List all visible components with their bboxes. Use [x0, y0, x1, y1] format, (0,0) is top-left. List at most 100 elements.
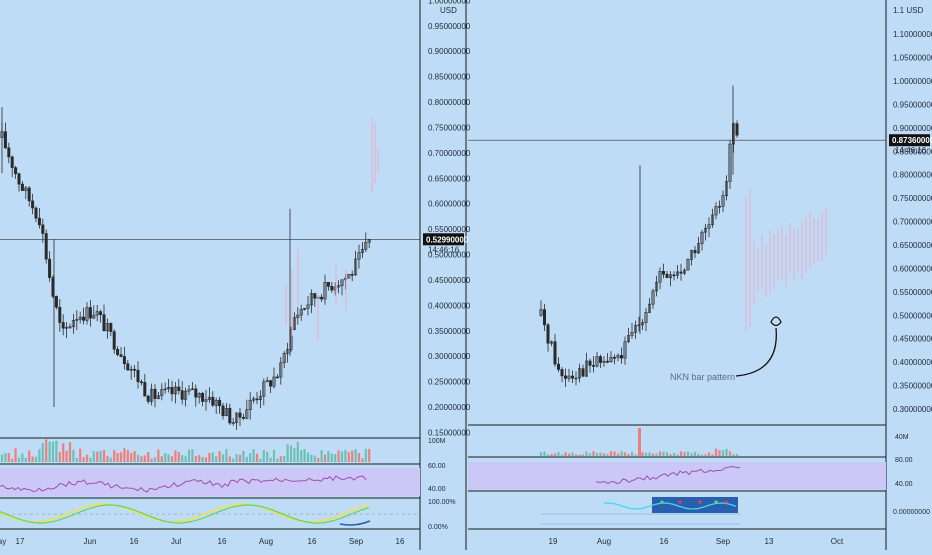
left-volume-bar — [89, 457, 92, 462]
left-candle-body — [99, 311, 103, 315]
left-candle-body — [320, 296, 324, 300]
right-y-tick-label: 0.85000000 — [893, 147, 932, 156]
right-volume-bar — [651, 453, 655, 456]
right-volume-bar — [641, 451, 644, 456]
left-candle-body — [170, 387, 174, 395]
right-candle-body — [584, 360, 588, 377]
right-x-tick-label: Oct — [831, 537, 844, 546]
right-candle-body — [707, 224, 711, 229]
right-volume-bar — [714, 448, 718, 456]
left-rsi-line — [0, 475, 367, 493]
right-x-tick-label: Sep — [716, 537, 731, 546]
right-volume-bar — [588, 453, 592, 456]
left-candle-body — [214, 399, 218, 406]
right-y-tick-label: 0.95000000 — [893, 100, 932, 109]
left-volume-bar — [143, 455, 146, 462]
left-volume-bar — [48, 441, 51, 462]
left-candle-body — [211, 396, 215, 406]
left-candle-body — [275, 376, 279, 379]
right-candle-body — [644, 312, 648, 323]
left-candle-body — [248, 399, 252, 410]
right-candle-body — [581, 368, 585, 377]
right-x-tick-label: 19 — [549, 537, 558, 546]
left-volume-bar — [330, 453, 333, 462]
left-y-tick-label: 0.95000000 — [428, 22, 471, 31]
left-candle-body — [3, 131, 7, 149]
left-x-tick-label: ay — [0, 537, 6, 546]
left-y-tick-label: 0.55000000 — [428, 225, 471, 234]
right-rsi-level-label: 80.00 — [895, 457, 913, 464]
left-volume-bar — [344, 449, 347, 462]
right-y-tick-label: 1.1 USD — [893, 6, 923, 15]
left-candle-body — [190, 388, 194, 391]
left-last-price-badge — [423, 233, 464, 246]
right-candle-body — [588, 360, 592, 366]
left-x-tick-label: 16 — [308, 537, 317, 546]
left-volume-bar — [317, 457, 320, 462]
left-candle-body — [102, 314, 106, 332]
left-candle-body — [207, 396, 211, 401]
left-candle-body — [180, 390, 184, 400]
left-candle-body — [262, 381, 266, 397]
left-candle-body — [65, 326, 69, 329]
left-candle-body — [41, 224, 45, 234]
right-volume-bar — [676, 454, 679, 456]
left-candle-body — [330, 286, 334, 291]
right-candle-body — [609, 357, 613, 363]
left-volume-axis-label: 100M — [428, 438, 446, 445]
right-last-price-badge — [889, 134, 930, 147]
left-volume-bar — [181, 455, 184, 462]
left-volume-bar — [92, 451, 95, 462]
left-volume-bar — [164, 453, 167, 462]
right-volume-bar — [672, 453, 676, 456]
left-y-tick-label: 0.20000000 — [428, 403, 471, 412]
left-volume-bar — [255, 453, 259, 462]
left-candle-body — [245, 409, 249, 419]
right-candle-body — [735, 123, 739, 136]
left-candle-body — [31, 200, 35, 209]
right-osc-level-label: 0.00000000 — [893, 509, 930, 516]
left-candle-body — [265, 380, 269, 383]
right-volume-bar — [550, 453, 553, 456]
left-volume-bar — [11, 458, 14, 462]
left-volume-bar — [34, 456, 38, 462]
left-candle-body — [184, 390, 188, 400]
left-volume-bar — [4, 453, 7, 462]
left-y-tick-label: 1.00000000 — [428, 0, 471, 5]
right-volume-axis-label: 40M — [895, 434, 909, 441]
right-volume-bar — [648, 452, 651, 456]
right-volume-bar — [546, 454, 550, 456]
left-volume-bar — [123, 448, 126, 462]
left-volume-bar — [136, 454, 140, 462]
left-volume-bar — [211, 452, 214, 462]
left-volume-bar — [31, 456, 34, 462]
left-y-tick-label: 0.15000000 — [428, 428, 471, 437]
right-volume-bar — [658, 451, 662, 456]
right-osc-dot — [724, 500, 728, 504]
right-candle-body — [553, 341, 557, 365]
left-volume-bars — [0, 439, 371, 462]
left-candle-body — [272, 376, 276, 387]
left-volume-bar — [225, 448, 228, 462]
right-candle-body — [616, 355, 620, 358]
right-candle-body — [570, 375, 574, 379]
right-volume-bar — [679, 451, 683, 456]
right-volume-bar — [732, 454, 735, 456]
right-countdown-label: 14:46:16 — [895, 146, 927, 155]
left-volume-bar — [252, 449, 255, 462]
left-volume-bar — [157, 449, 160, 462]
left-volume-bar — [361, 458, 364, 462]
right-x-tick-label: 16 — [660, 537, 669, 546]
left-candle-body — [187, 389, 191, 392]
left-volume-bar — [327, 451, 330, 462]
left-volume-bar — [58, 452, 61, 462]
left-candle-body — [58, 306, 62, 323]
left-volume-bar — [75, 458, 78, 462]
left-volume-bar — [283, 455, 286, 462]
right-candle-body — [686, 259, 690, 271]
annotation-label: NKN bar pattern — [670, 372, 735, 382]
left-candle-body — [364, 241, 368, 250]
right-candle-body — [546, 324, 550, 344]
right-volume-bar — [665, 452, 669, 456]
left-volume-bar — [201, 456, 204, 462]
